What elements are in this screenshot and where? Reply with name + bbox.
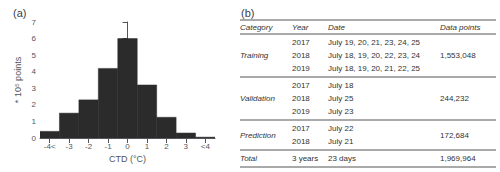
svg-text:July 18, 19, 20, 22, 23, 24: July 18, 19, 20, 22, 23, 24 <box>328 51 421 60</box>
svg-text:July 18, 19, 20, 21, 22, 25: July 18, 19, 20, 21, 22, 25 <box>328 64 421 73</box>
svg-text:6: 6 <box>32 34 37 43</box>
svg-text:Data points: Data points <box>440 23 480 32</box>
svg-text:Training: Training <box>240 51 269 60</box>
svg-text:2017: 2017 <box>292 124 310 133</box>
svg-text:July 22: July 22 <box>328 124 354 133</box>
svg-text:2018: 2018 <box>292 51 310 60</box>
svg-text:Prediction: Prediction <box>240 131 276 140</box>
svg-text:* 10⁵ points: * 10⁵ points <box>13 56 23 103</box>
svg-text:1: 1 <box>32 117 37 126</box>
svg-text:3 years: 3 years <box>292 154 318 163</box>
svg-text:(b): (b) <box>241 7 254 19</box>
svg-text:172,684: 172,684 <box>440 131 469 140</box>
svg-text:July 19, 20, 21, 23, 24, 25: July 19, 20, 21, 23, 24, 25 <box>328 38 421 47</box>
svg-text:2017: 2017 <box>292 38 310 47</box>
svg-text:2019: 2019 <box>292 64 310 73</box>
svg-text:Year: Year <box>292 23 309 32</box>
svg-text:1,553,048: 1,553,048 <box>440 51 476 60</box>
svg-text:-1: -1 <box>104 142 112 151</box>
svg-text:2: 2 <box>32 100 37 109</box>
svg-text:Date: Date <box>328 23 345 32</box>
svg-text:244,232: 244,232 <box>440 94 469 103</box>
svg-text:7: 7 <box>32 18 37 27</box>
svg-text:1,969,964: 1,969,964 <box>440 154 476 163</box>
svg-text:0: 0 <box>125 142 130 151</box>
svg-text:July 18: July 18 <box>328 81 354 90</box>
svg-text:2018: 2018 <box>292 137 310 146</box>
svg-text:5: 5 <box>32 51 37 60</box>
svg-text:Category: Category <box>240 23 273 32</box>
svg-text:2018: 2018 <box>292 94 310 103</box>
svg-text:July 23: July 23 <box>328 107 354 116</box>
svg-text:CTD (°C): CTD (°C) <box>109 154 146 164</box>
svg-text:3: 3 <box>184 142 189 151</box>
svg-text:2: 2 <box>164 142 169 151</box>
svg-text:2019: 2019 <box>292 107 310 116</box>
svg-text:1: 1 <box>145 142 150 151</box>
svg-text:23 days: 23 days <box>328 154 356 163</box>
svg-text:<4: <4 <box>201 142 211 151</box>
svg-text:Validation: Validation <box>240 94 275 103</box>
svg-text:0: 0 <box>32 134 37 143</box>
svg-text:-4<: -4< <box>44 142 56 151</box>
svg-text:Total: Total <box>240 154 257 163</box>
svg-text:(a): (a) <box>13 7 26 19</box>
svg-text:-2: -2 <box>85 142 93 151</box>
svg-text:2017: 2017 <box>292 81 310 90</box>
svg-text:-3: -3 <box>66 142 74 151</box>
svg-text:4: 4 <box>32 67 37 76</box>
svg-text:3: 3 <box>32 84 37 93</box>
svg-text:July 25: July 25 <box>328 94 354 103</box>
svg-text:July 21: July 21 <box>328 137 354 146</box>
